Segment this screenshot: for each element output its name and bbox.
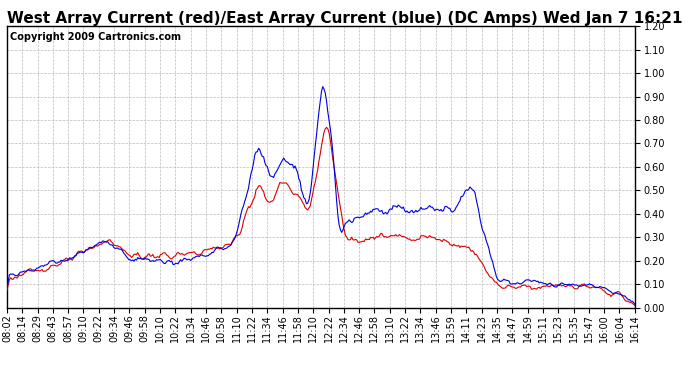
Text: West Array Current (red)/East Array Current (blue) (DC Amps) Wed Jan 7 16:21: West Array Current (red)/East Array Curr…	[8, 11, 682, 26]
Text: Copyright 2009 Cartronics.com: Copyright 2009 Cartronics.com	[10, 32, 181, 42]
